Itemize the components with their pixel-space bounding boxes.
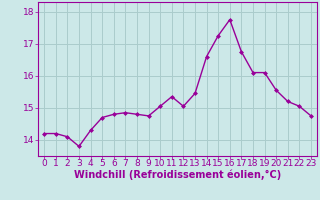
X-axis label: Windchill (Refroidissement éolien,°C): Windchill (Refroidissement éolien,°C) (74, 169, 281, 180)
